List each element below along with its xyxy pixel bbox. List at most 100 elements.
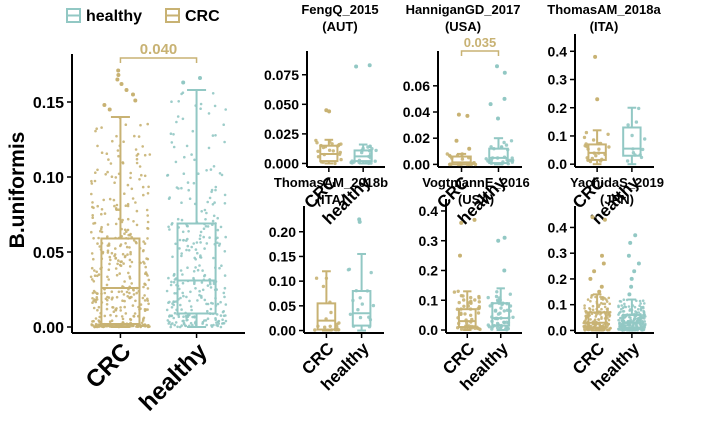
data-point [584, 315, 587, 318]
data-point [92, 257, 95, 261]
data-point [189, 321, 193, 325]
data-point [508, 292, 512, 296]
data-point [110, 175, 114, 178]
data-point [96, 204, 99, 208]
data-point [103, 212, 107, 215]
data-point [117, 290, 121, 294]
data-point [369, 270, 373, 275]
data-point [168, 300, 171, 304]
data-point [126, 295, 129, 298]
data-point [145, 208, 149, 212]
data-point [132, 315, 136, 318]
data-point [321, 284, 326, 289]
data-point [619, 316, 622, 320]
data-point [125, 290, 129, 294]
data-point [193, 256, 196, 260]
data-point [109, 258, 112, 262]
data-point [185, 295, 188, 299]
y-tick-label: 0.02 [403, 130, 430, 146]
data-point [207, 146, 211, 150]
data-point [488, 304, 492, 308]
data-point [636, 317, 640, 320]
data-point [504, 143, 509, 147]
y-tick-label: 0.4 [419, 203, 439, 219]
data-point [617, 305, 620, 309]
data-point [641, 147, 645, 152]
data-point [502, 140, 506, 145]
data-point [620, 307, 623, 311]
data-point [360, 150, 364, 155]
data-point [510, 156, 514, 160]
data-point [448, 162, 453, 166]
data-point [463, 312, 467, 316]
data-point [181, 230, 185, 234]
data-point [179, 269, 183, 272]
data-point [173, 323, 176, 327]
data-point [90, 266, 94, 270]
data-point [140, 321, 144, 325]
outlier-point [107, 107, 112, 112]
data-point [356, 308, 360, 312]
data-point [179, 303, 182, 307]
data-point [121, 317, 125, 321]
data-point [129, 232, 132, 236]
data-point [96, 242, 99, 245]
data-point [456, 289, 460, 293]
data-point [128, 246, 131, 249]
data-point [92, 299, 95, 303]
data-point [627, 305, 631, 308]
outlier-point [367, 63, 372, 68]
data-point [100, 230, 104, 234]
data-point [177, 100, 180, 103]
data-point [216, 216, 219, 220]
data-point [132, 220, 135, 223]
data-point [126, 217, 130, 221]
data-point [628, 309, 631, 312]
data-point [459, 327, 464, 331]
data-point [172, 145, 176, 149]
data-point [621, 306, 625, 310]
data-point [198, 289, 201, 293]
data-point [124, 254, 127, 258]
data-point [173, 311, 177, 315]
data-point [96, 308, 99, 312]
data-point [147, 278, 151, 282]
data-point [607, 318, 611, 322]
data-point [217, 244, 221, 247]
outlier-point [636, 261, 641, 266]
data-point [495, 298, 500, 302]
panel-title: HanniganGD_2017 [406, 2, 521, 17]
data-point [93, 221, 97, 225]
data-point [174, 160, 178, 164]
data-point [172, 280, 176, 284]
data-point [212, 256, 215, 260]
data-point [495, 326, 500, 330]
data-point [584, 311, 588, 314]
data-point [100, 151, 104, 154]
data-point [180, 186, 183, 190]
data-point [493, 308, 498, 312]
data-point [593, 319, 596, 323]
data-point [452, 290, 457, 294]
data-point [175, 186, 179, 189]
data-point [181, 273, 184, 276]
data-point [167, 322, 170, 325]
data-point [643, 302, 646, 305]
data-point [469, 299, 473, 303]
data-point [220, 264, 223, 268]
data-point [96, 274, 99, 278]
p-value-label: 0.035 [464, 35, 497, 50]
data-point [116, 262, 119, 266]
data-point [599, 313, 602, 316]
data-point [505, 320, 509, 324]
y-tick-label: 0.3 [419, 233, 439, 249]
data-point [90, 252, 94, 255]
data-point [121, 161, 125, 164]
data-point [194, 287, 197, 290]
data-point [216, 241, 219, 245]
data-point [113, 204, 116, 208]
box-CRC [451, 155, 472, 166]
data-point [127, 233, 130, 237]
data-point [213, 201, 216, 204]
data-point [223, 274, 227, 277]
